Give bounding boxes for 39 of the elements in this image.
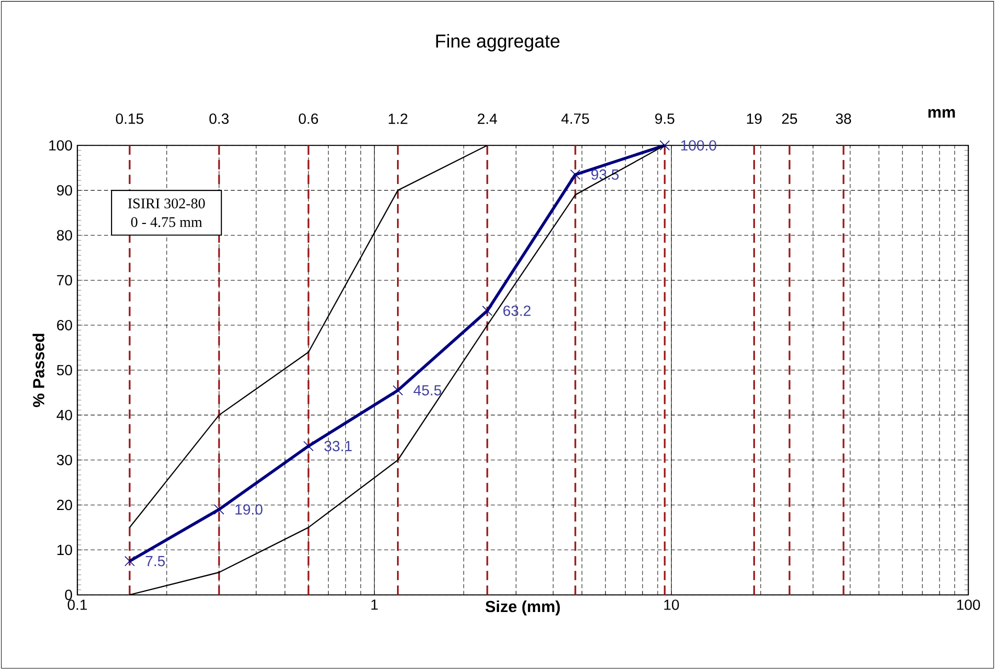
y-tick-label: 30 — [56, 455, 72, 466]
data-label: 7.5 — [146, 556, 165, 566]
ref-line-label: 9.5 — [655, 114, 674, 124]
chart-title: Fine aggregate — [436, 34, 560, 52]
text: mm — [928, 109, 955, 118]
ref-line-label: 4.75 — [561, 114, 589, 124]
point — [124, 556, 135, 566]
y-tick-label: 10 — [57, 544, 72, 556]
annotation: ISIRI 302-80 — [128, 198, 205, 209]
ref-line-label: 2.4 — [478, 114, 498, 124]
ref-line-label: 0.15 — [116, 114, 144, 124]
point — [570, 170, 580, 180]
x-tick-label: 10 — [664, 600, 679, 610]
y-tick-label: 0 — [65, 590, 72, 600]
data-label: 19.0 — [236, 504, 262, 515]
y-tick-label: 60 — [57, 320, 72, 331]
y-tick-label: 40 — [56, 410, 72, 420]
y-tick-label: 50 — [56, 365, 72, 376]
ref-line-label: 25 — [782, 114, 798, 124]
ref-line-label: 19 — [747, 114, 762, 124]
data-label: 33.1 — [324, 441, 352, 452]
annotation: 0 - 4.75 mm — [131, 217, 202, 228]
data-label: 63.2 — [503, 306, 530, 316]
data-label: 45.5 — [414, 385, 442, 396]
y-tick-label: 80 — [56, 230, 72, 241]
y-axis-title: % Passed — [32, 334, 44, 408]
ref-line-label: 0.6 — [298, 114, 318, 124]
x-tick-label: 100 — [957, 600, 980, 610]
x-axis-title: Size (mm) — [486, 600, 560, 616]
y-tick-label: 20 — [57, 500, 72, 510]
ref-line-label: 0.3 — [209, 114, 229, 124]
y-tick-label: 90 — [57, 185, 72, 196]
ref-line-label: 1.2 — [388, 114, 408, 124]
point — [660, 140, 670, 151]
y-tick-label: 70 — [57, 275, 72, 286]
x-tick-label: 1 — [371, 600, 378, 610]
y-tick-label: 100 — [49, 140, 72, 151]
x-tick-label: 0.1 — [68, 600, 87, 610]
ref-line-label: 38 — [836, 114, 852, 124]
